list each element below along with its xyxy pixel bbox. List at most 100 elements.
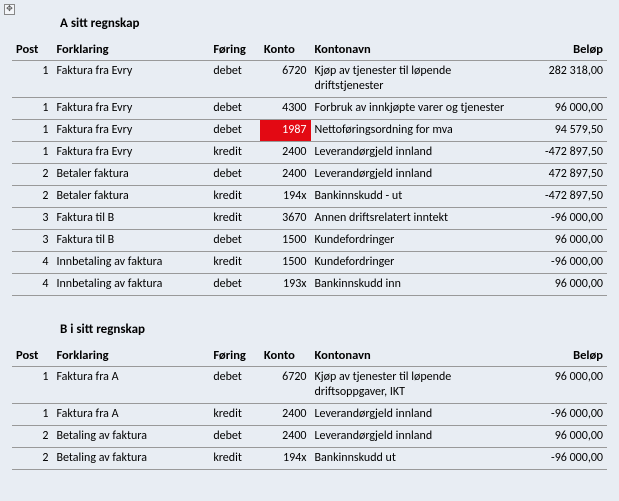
table-row: 3Faktura til Bkredit3670Annen driftsrela… [12,208,607,230]
col-post: Post [12,345,52,367]
cell-post: 2 [12,186,52,208]
table-row: 3Faktura til Bdebet1500Kundefordringer96… [12,230,607,252]
cell-kontonavn: Annen driftsrelatert inntekt [311,208,511,230]
cell-post: 3 [12,230,52,252]
cell-konto: 1500 [260,252,311,274]
cell-kontonavn: Bankinnskudd - ut [311,186,511,208]
cell-belop: 94 579,50 [511,120,607,142]
cell-forklaring: Betaling av faktura [52,448,209,470]
cell-foring: debet [209,230,260,252]
cell-post: 2 [12,164,52,186]
cell-forklaring: Innbetaling av faktura [52,274,209,296]
cell-kontonavn: Kundefordringer [311,230,511,252]
cell-belop: 96 000,00 [511,426,607,448]
cell-kontonavn: Forbruk av innkjøpte varer og tjenester [311,98,511,120]
table-move-handle[interactable]: ✥ [4,4,15,15]
col-belop: Beløp [511,345,607,367]
table-row: 1Faktura fra Evrydebet1987Nettoføringsor… [12,120,607,142]
cell-post: 1 [12,98,52,120]
col-foring: Føring [209,39,260,61]
cell-foring: kredit [209,448,260,470]
cell-foring: debet [209,367,260,404]
table-row: 1Faktura fra Evrydebet4300Forbruk av inn… [12,98,607,120]
cell-konto: 1500 [260,230,311,252]
cell-forklaring: Innbetaling av faktura [52,252,209,274]
col-post: Post [12,39,52,61]
cell-forklaring: Faktura fra Evry [52,120,209,142]
cell-kontonavn: Leverandørgjeld innland [311,142,511,164]
cell-forklaring: Faktura fra A [52,367,209,404]
cell-konto: 3670 [260,208,311,230]
cell-foring: debet [209,61,260,98]
cell-forklaring: Faktura fra A [52,404,209,426]
cell-belop: 96 000,00 [511,274,607,296]
cell-konto: 1987 [260,120,311,142]
cell-forklaring: Faktura til B [52,230,209,252]
cell-post: 4 [12,252,52,274]
section-a-title: A sitt regnskap [12,12,607,39]
cell-post: 2 [12,426,52,448]
cell-belop: 96 000,00 [511,230,607,252]
cell-foring: debet [209,164,260,186]
cell-post: 2 [12,448,52,470]
cell-foring: kredit [209,404,260,426]
table-row: 2Betaling av fakturadebet2400Leverandørg… [12,426,607,448]
cell-kontonavn: Kjøp av tjenester til løpende driftstjen… [311,61,511,98]
cell-konto: 2400 [260,404,311,426]
cell-konto: 194x [260,448,311,470]
cell-belop: 96 000,00 [511,98,607,120]
cell-post: 4 [12,274,52,296]
cell-konto: 2400 [260,426,311,448]
table-b: Post Forklaring Føring Konto Kontonavn B… [12,345,607,470]
cell-foring: debet [209,426,260,448]
table-b-header-row: Post Forklaring Føring Konto Kontonavn B… [12,345,607,367]
cell-kontonavn: Leverandørgjeld innland [311,404,511,426]
col-forklaring: Forklaring [52,39,209,61]
table-row: 1Faktura fra Evrydebet6720Kjøp av tjenes… [12,61,607,98]
cell-post: 3 [12,208,52,230]
cell-post: 1 [12,404,52,426]
table-row: 1Faktura fra Evrykredit2400Leverandørgje… [12,142,607,164]
cell-belop: 96 000,00 [511,367,607,404]
table-row: 2Betaling av fakturakredit194xBankinnsku… [12,448,607,470]
cell-belop: -96 000,00 [511,404,607,426]
cell-foring: kredit [209,186,260,208]
cell-foring: kredit [209,252,260,274]
table-row: 2Betaler fakturadebet2400Leverandørgjeld… [12,164,607,186]
cell-belop: -472 897,50 [511,186,607,208]
cell-konto: 6720 [260,61,311,98]
table-row: 4Innbetaling av fakturakredit1500Kundefo… [12,252,607,274]
cell-kontonavn: Leverandørgjeld innland [311,426,511,448]
section-b-title: B i sitt regnskap [12,318,607,345]
cell-konto: 193x [260,274,311,296]
cell-foring: debet [209,98,260,120]
cell-post: 1 [12,120,52,142]
cell-forklaring: Faktura fra Evry [52,61,209,98]
cell-forklaring: Faktura fra Evry [52,142,209,164]
cell-forklaring: Betaling av faktura [52,426,209,448]
cell-kontonavn: Bankinnskudd ut [311,448,511,470]
cell-belop: -472 897,50 [511,142,607,164]
cell-foring: debet [209,120,260,142]
cell-kontonavn: Bankinnskudd inn [311,274,511,296]
col-konto: Konto [260,39,311,61]
cell-foring: kredit [209,208,260,230]
cell-post: 1 [12,367,52,404]
table-row: 2Betaler fakturakredit194xBankinnskudd -… [12,186,607,208]
cell-konto: 194x [260,186,311,208]
cell-foring: debet [209,274,260,296]
cell-belop: -96 000,00 [511,208,607,230]
cell-kontonavn: Kundefordringer [311,252,511,274]
cell-belop: -96 000,00 [511,252,607,274]
col-kontonavn: Kontonavn [311,39,511,61]
cell-kontonavn: Leverandørgjeld innland [311,164,511,186]
cell-konto: 2400 [260,164,311,186]
col-foring: Føring [209,345,260,367]
table-row: 1Faktura fra Akredit2400Leverandørgjeld … [12,404,607,426]
cell-kontonavn: Nettoføringsordning for mva [311,120,511,142]
cell-post: 1 [12,61,52,98]
cell-forklaring: Faktura fra Evry [52,98,209,120]
col-kontonavn: Kontonavn [311,345,511,367]
cell-foring: kredit [209,142,260,164]
cell-kontonavn: Kjøp av tjenester til løpende driftsoppg… [311,367,511,404]
